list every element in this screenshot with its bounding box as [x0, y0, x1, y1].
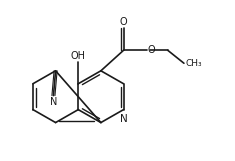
Text: OH: OH: [71, 51, 86, 61]
Text: N: N: [50, 97, 57, 107]
Text: N: N: [120, 114, 128, 124]
Text: CH₃: CH₃: [185, 59, 202, 68]
Text: O: O: [148, 45, 156, 55]
Text: O: O: [120, 17, 127, 27]
